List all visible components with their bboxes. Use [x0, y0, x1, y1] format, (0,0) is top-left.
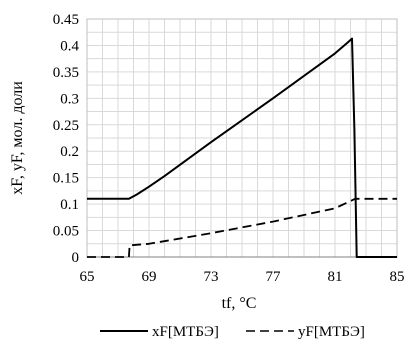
series-line-0	[87, 37, 397, 258]
y-tick-label: 0.3	[60, 91, 79, 107]
tick-labels: 65 69 73 77 81 85 0 0.05 0.1 0.15 0.2 0.25 0.3 0.35 0.…	[53, 12, 405, 285]
axes	[86, 18, 398, 258]
y-axis-label: xF, yF, мол. доли	[9, 81, 26, 195]
series-line-1	[87, 197, 397, 258]
x-axis-label: tf, °C	[222, 295, 257, 312]
y-tick-label: 0.2	[60, 144, 79, 160]
x-tick-label: 73	[204, 269, 219, 285]
x-tick-label: 81	[328, 269, 343, 285]
y-tick-label: 0.45	[53, 12, 79, 28]
y-tick-label: 0.15	[53, 171, 79, 187]
y-tick-label: 0	[72, 250, 80, 266]
x-tick-label: 65	[80, 269, 95, 285]
y-tick-label: 0.05	[53, 224, 79, 240]
series-group	[87, 37, 397, 258]
legend-label-series-0: xF[МТБЭ]	[152, 324, 219, 340]
grid	[86, 18, 398, 258]
x-tick-label: 77	[266, 269, 282, 285]
y-tick-label: 0.4	[60, 38, 79, 54]
y-tick-label: 0.1	[60, 197, 79, 213]
x-tick-label: 69	[142, 269, 157, 285]
y-tick-label: 0.25	[53, 118, 79, 134]
y-tick-label: 0.35	[53, 65, 79, 81]
legend: xF[МТБЭ] yF[МТБЭ]	[100, 324, 365, 340]
x-tick-label: 85	[390, 269, 405, 285]
legend-label-series-1: yF[МТБЭ]	[298, 324, 365, 340]
